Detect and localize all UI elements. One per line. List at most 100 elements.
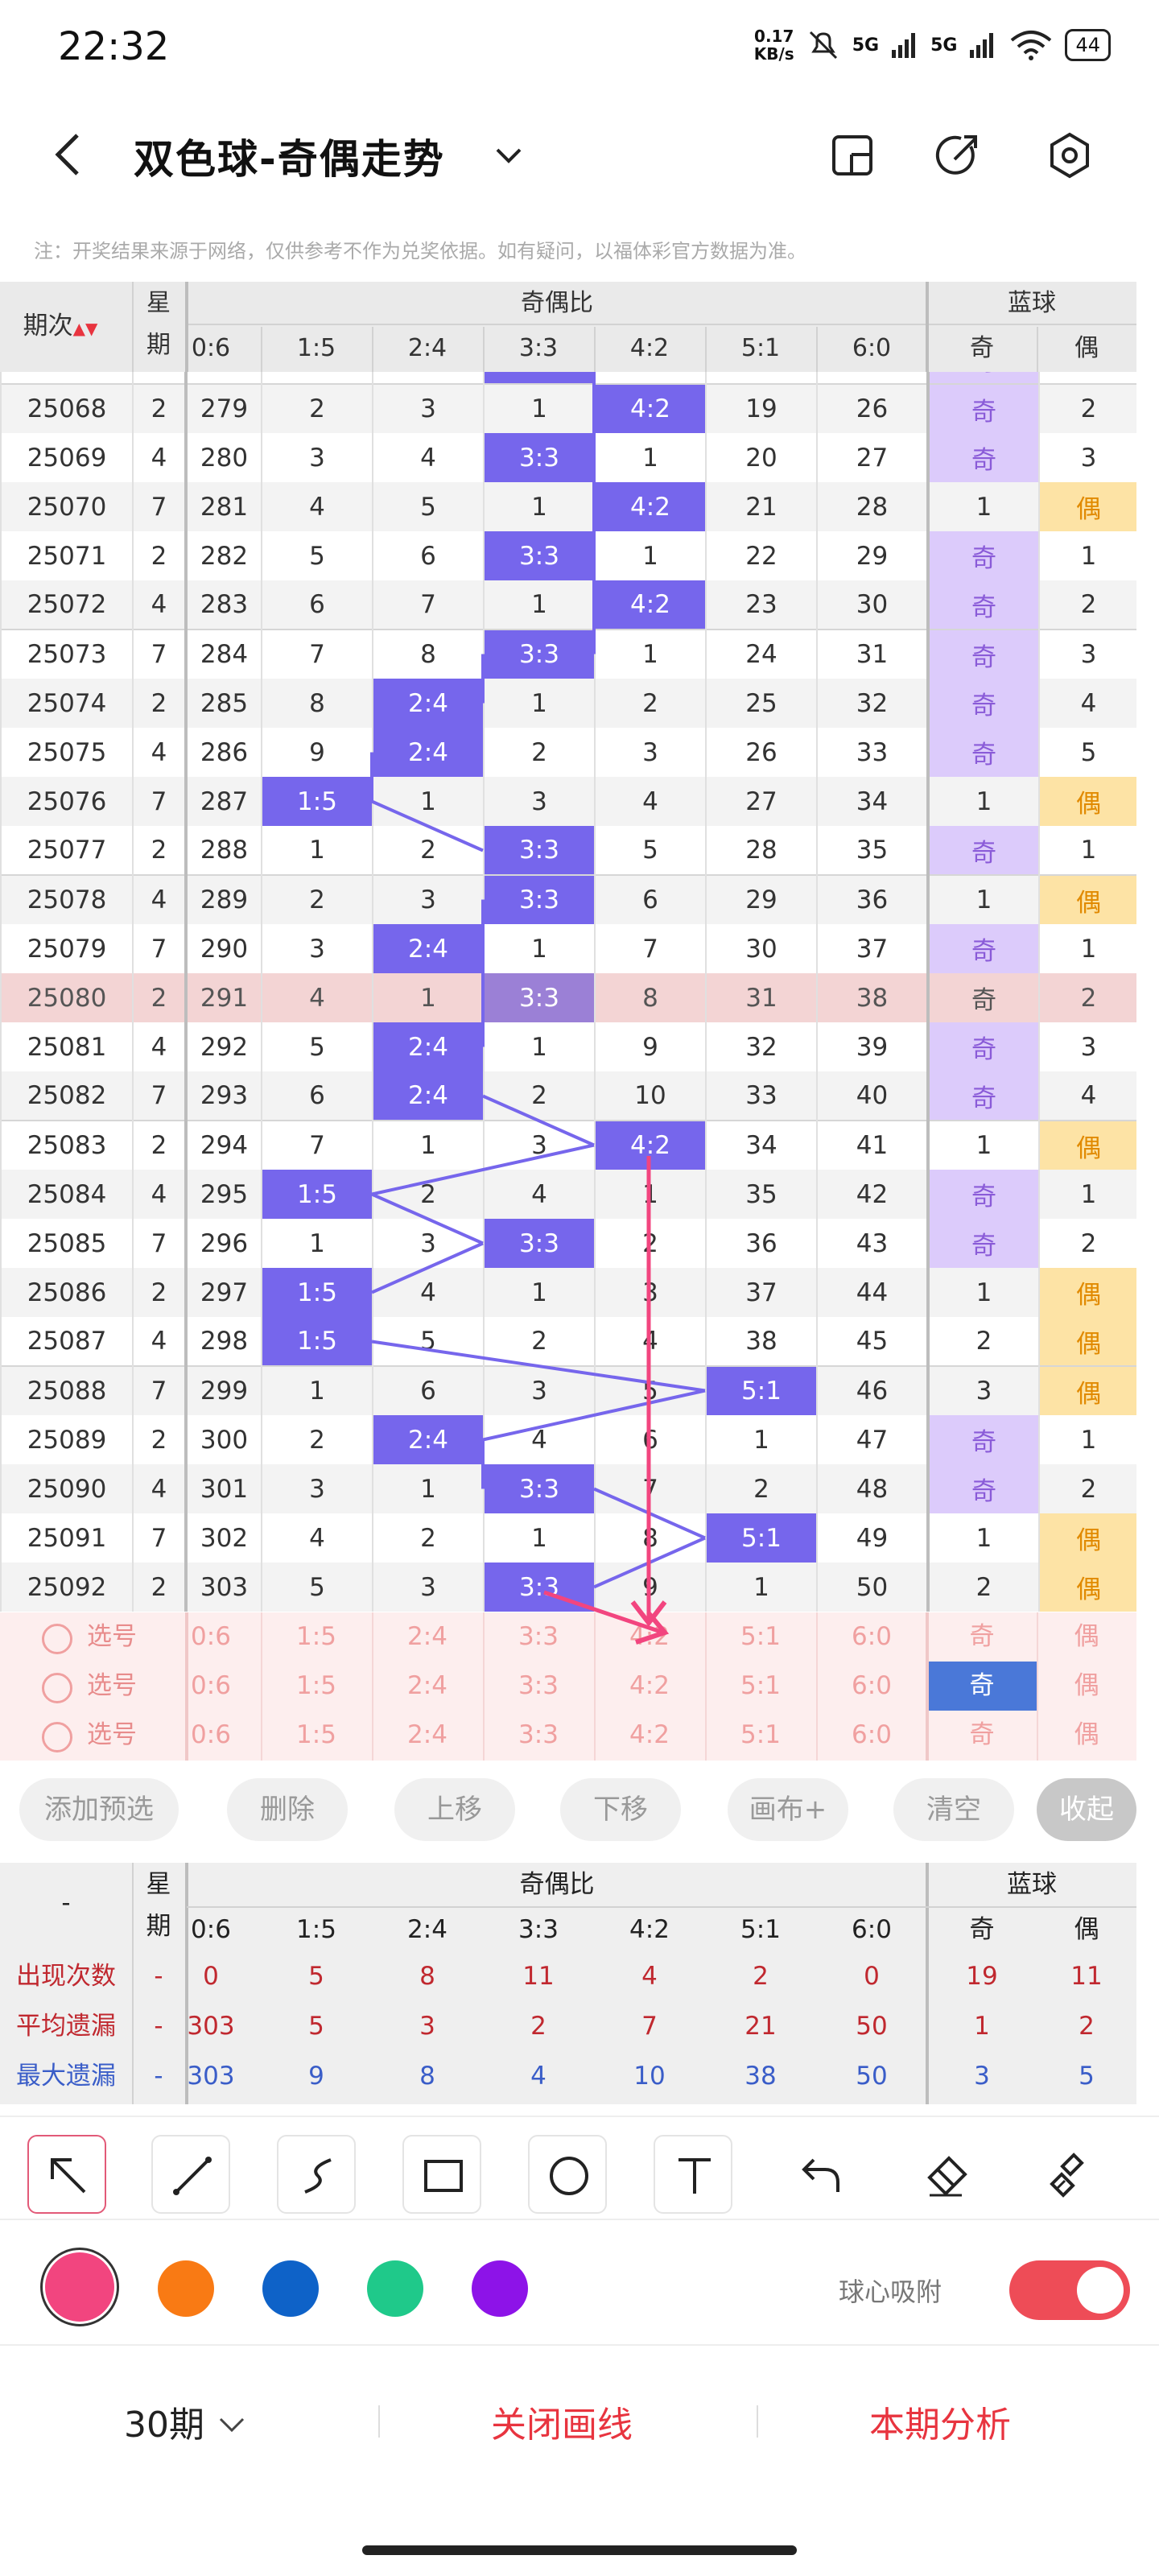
table-row[interactable]: 25072 4 283 6 7 1 4:2 23 30 奇 2 [0, 580, 1136, 630]
trend-table-body[interactable]: 250677278123:351825奇12506822792314:21926… [0, 372, 1136, 1612]
delete-button[interactable]: 删除 [227, 1778, 348, 1841]
preselect-cell[interactable]: 2:4 [407, 1720, 448, 1749]
preselect-cell[interactable]: 3:3 [518, 1622, 559, 1651]
preselect-cell[interactable]: 偶 [1074, 1622, 1099, 1651]
share-icon[interactable] [934, 130, 984, 180]
table-row[interactable]: 25068 2 279 2 3 1 4:2 19 26 奇 2 [0, 383, 1136, 433]
settings-icon[interactable] [1045, 130, 1095, 180]
ratio-hit-cell: 2:4 [372, 1022, 484, 1071]
clear-button[interactable]: 清空 [893, 1778, 1014, 1841]
drawn-arrow-diagonal[interactable] [543, 1590, 670, 1645]
col-blue-even: 偶 [1074, 1915, 1099, 1944]
color-swatch-green[interactable] [367, 2260, 423, 2317]
preselect-cell[interactable]: 6:0 [852, 1720, 892, 1749]
table-row[interactable]: 25083 2 294 7 1 3 4:2 34 41 1 偶 [0, 1120, 1136, 1170]
preselect-cell[interactable]: 1:5 [296, 1720, 336, 1749]
curve-tool[interactable] [277, 2135, 356, 2214]
preselect-cell[interactable]: 偶 [1074, 1720, 1099, 1749]
col-2-4: 2:4 [407, 1915, 448, 1944]
table-row[interactable]: 25069 4 280 3 4 3:3 1 20 27 奇 3 [0, 433, 1136, 482]
move-up-button[interactable]: 上移 [394, 1778, 515, 1841]
table-row[interactable]: 25070 7 281 4 5 1 4:2 21 28 1 偶 [0, 482, 1136, 531]
table-row[interactable]: 25075 4 286 9 2:4 2 3 26 33 奇 5 [0, 728, 1136, 777]
table-row[interactable]: 25082 7 293 6 2:4 2 10 33 40 奇 4 [0, 1071, 1136, 1121]
divider [372, 1612, 373, 1761]
preselect-cell[interactable]: 5:1 [740, 1671, 781, 1700]
close-lines-button[interactable]: 关闭画线 [491, 2405, 633, 2446]
preselect-cell[interactable]: 奇 [969, 1720, 995, 1749]
radio-icon[interactable] [42, 1624, 72, 1654]
ratio-miss-cell: 1 [261, 1365, 373, 1415]
preselect-cell[interactable]: 6:0 [852, 1622, 892, 1651]
preselect-cell[interactable]: 0:6 [191, 1671, 231, 1700]
table-row[interactable]: 25074 2 285 8 2:4 1 2 25 32 奇 4 [0, 679, 1136, 728]
drawn-arrow-vertical[interactable] [630, 1156, 667, 1627]
undo-tool[interactable] [779, 2135, 858, 2214]
period-selector[interactable]: 30期 [124, 2396, 248, 2447]
ratio-miss-cell: 31 [816, 629, 928, 679]
collapse-button[interactable]: 收起 [1037, 1778, 1136, 1841]
ratio-hit-cell: 4:2 [594, 1120, 706, 1170]
arrow-tool[interactable] [27, 2135, 106, 2214]
radio-icon[interactable] [42, 1722, 72, 1752]
table-row[interactable]: 25080 2 291 4 1 3:3 8 31 38 奇 2 [0, 973, 1136, 1022]
preselect-cell[interactable]: 2:4 [407, 1671, 448, 1700]
move-down-button[interactable]: 下移 [560, 1778, 681, 1841]
eraser-tool[interactable] [905, 2135, 984, 2214]
radio-icon[interactable] [42, 1673, 72, 1703]
col-blue-odd: 奇 [970, 334, 994, 362]
period-analysis-button[interactable]: 本期分析 [869, 2405, 1011, 2446]
issue-header[interactable]: 期次▲▼ [23, 312, 98, 341]
snap-toggle[interactable] [1009, 2260, 1130, 2320]
app-header: 双色球-奇偶走势 [0, 113, 1159, 201]
table-row[interactable]: 250677278123:351825奇1 [0, 372, 1136, 384]
stats-value: 21 [744, 2012, 777, 2041]
table-row[interactable]: 25073 7 284 7 8 3:3 1 24 31 奇 3 [0, 629, 1136, 679]
circle-tool[interactable] [528, 2135, 607, 2214]
chevron-down-icon[interactable] [493, 140, 525, 172]
ratio-hit-cell: 1:5 [261, 1170, 373, 1219]
preselect-cell[interactable]: 5:1 [740, 1622, 781, 1651]
preselect-cell[interactable]: 奇 [969, 1622, 995, 1651]
rect-tool[interactable] [402, 2135, 481, 2214]
preselect-cell[interactable]: 0:6 [191, 1622, 231, 1651]
preselect-cell[interactable]: 4:2 [629, 1720, 670, 1749]
back-icon[interactable] [48, 130, 89, 179]
ratio-hit-cell: 3:3 [483, 826, 595, 875]
table-row[interactable]: 25078 4 289 2 3 3:3 6 29 36 1 偶 [0, 874, 1136, 924]
preselect-cell[interactable]: 1:5 [296, 1671, 336, 1700]
preselect-label: 选号 [87, 1671, 137, 1700]
table-row[interactable]: 25079 7 290 3 2:4 1 7 30 37 奇 1 [0, 924, 1136, 973]
preselect-cell[interactable]: 3:3 [518, 1671, 559, 1700]
preselect-cell[interactable]: 6:0 [852, 1671, 892, 1700]
add-preselect-button[interactable]: 添加预选 [19, 1778, 179, 1841]
table-row[interactable]: 25081 4 292 5 2:4 1 9 32 39 奇 3 [0, 1022, 1136, 1071]
preselect-cell[interactable]: 1:5 [296, 1622, 336, 1651]
text-tool[interactable] [654, 2135, 732, 2214]
ratio-miss-cell: 7 [594, 924, 706, 973]
clear-tool[interactable] [1030, 2135, 1109, 2214]
preselect-cell[interactable]: 4:2 [629, 1671, 670, 1700]
ratio-miss-cell: 2 [261, 383, 373, 433]
preselect-cell[interactable]: 5:1 [740, 1720, 781, 1749]
page-title[interactable]: 双色球-奇偶走势 [134, 136, 445, 183]
color-swatch-pink[interactable] [40, 2248, 119, 2326]
screen-rotate-icon[interactable] [827, 130, 877, 180]
preselect-cell[interactable]: 偶 [1074, 1671, 1099, 1700]
ratio-hit-cell: 3:3 [483, 531, 595, 580]
line-tool[interactable] [151, 2135, 230, 2214]
canvas-plus-button[interactable]: 画布+ [728, 1778, 848, 1841]
signal-icon [892, 33, 916, 58]
color-swatch-blue[interactable] [262, 2260, 319, 2317]
preselect-cell[interactable]: 0:6 [191, 1720, 231, 1749]
home-indicator[interactable] [362, 2545, 797, 2555]
table-row[interactable]: 25071 2 282 5 6 3:3 1 22 29 奇 1 [0, 531, 1136, 580]
color-swatch-orange[interactable] [158, 2260, 214, 2317]
preselect-cell[interactable]: 2:4 [407, 1622, 448, 1651]
sort-icon[interactable]: ▲▼ [72, 319, 98, 338]
preselect-cell[interactable]: 3:3 [518, 1720, 559, 1749]
preselect-cell-selected[interactable]: 奇 [927, 1662, 1037, 1711]
blue-even-cell: 偶 [1038, 1317, 1136, 1366]
color-swatch-purple[interactable] [472, 2260, 528, 2317]
